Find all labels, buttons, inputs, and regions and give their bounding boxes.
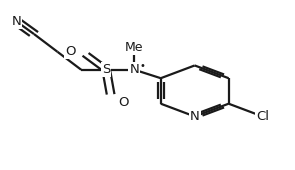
Text: N: N (190, 110, 200, 123)
Text: N: N (11, 15, 21, 28)
Text: S: S (102, 63, 110, 76)
Text: Cl: Cl (256, 110, 269, 123)
Text: N: N (129, 63, 139, 76)
Text: Me: Me (125, 41, 143, 54)
Text: O: O (119, 96, 129, 108)
Text: •: • (140, 61, 145, 71)
Text: O: O (65, 45, 76, 57)
